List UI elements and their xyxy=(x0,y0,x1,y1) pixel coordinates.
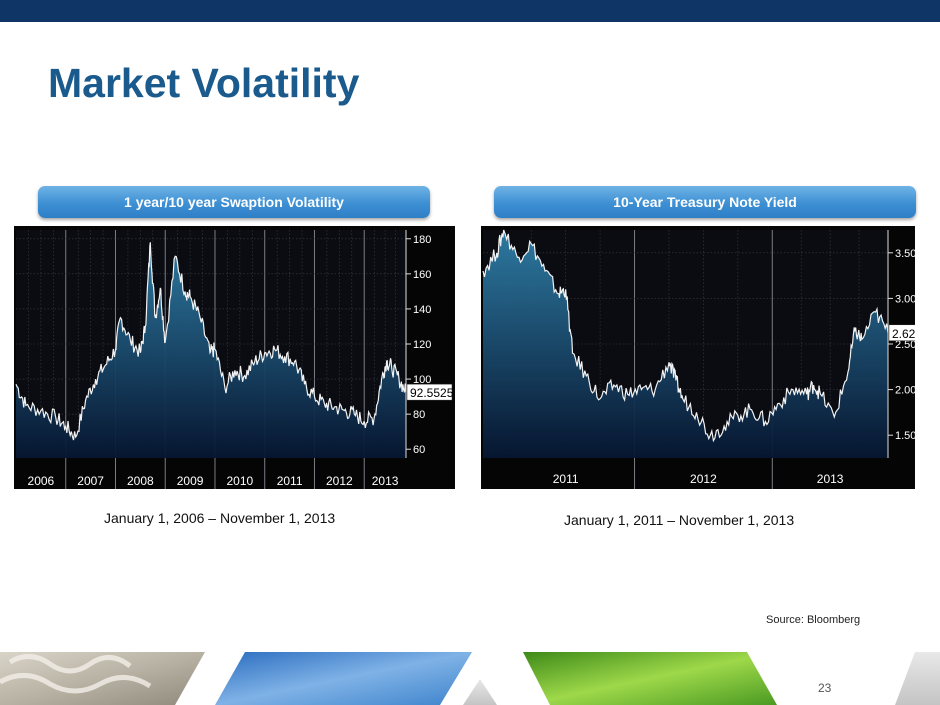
y-tick-label-160: 160 xyxy=(413,269,431,281)
last-value-tag xyxy=(406,383,453,401)
x-tick-label-2013: 2013 xyxy=(372,474,399,488)
y-tick-label-3.500: 3.500 xyxy=(895,248,915,260)
x-tick-label-2013: 2013 xyxy=(817,472,844,486)
series-line xyxy=(15,242,407,441)
x-tick-label-2012: 2012 xyxy=(690,472,717,486)
treasury-date-range: January 1, 2011 – November 1, 2013 xyxy=(564,512,795,528)
x-tick-label-2011: 2011 xyxy=(553,472,579,486)
page-title: Market Volatility xyxy=(48,60,360,106)
swaption-volatility-svg: 2006 2007 2008 2009 2010 2011 2012 2013 60 80 100 1… xyxy=(15,230,454,489)
header-bar xyxy=(0,0,940,22)
x-tick-label-2006: 2006 xyxy=(28,474,55,488)
grey-triangle-left xyxy=(463,679,497,705)
swaption-date-range: January 1, 2006 – November 1, 2013 xyxy=(104,510,336,526)
footer-image-strip xyxy=(0,652,940,705)
last-value-label: 2.623 xyxy=(892,327,915,341)
sky-image xyxy=(215,652,472,705)
treasury-yield-svg: 2011 2012 2013 1.500 2.000 2.500 3.000 3.500 2.6… xyxy=(482,229,915,489)
y-tick-label-60: 60 xyxy=(413,444,425,456)
y-tick-label-140: 140 xyxy=(413,304,431,316)
grey-shape-right xyxy=(895,652,940,705)
swaption-volatility-chart: 2006 2007 2008 2009 2010 2011 2012 2013 60 80 100 1… xyxy=(14,226,455,489)
y-tick-label-2.000: 2.000 xyxy=(895,385,915,397)
series-area xyxy=(483,230,888,458)
y-tick-label-1.500: 1.500 xyxy=(895,430,915,442)
series-line xyxy=(482,229,889,443)
y-tick-label-2.500: 2.500 xyxy=(895,339,915,351)
x-tick-label-2012: 2012 xyxy=(326,474,353,488)
last-value-label: 92.5525 xyxy=(410,386,454,400)
x-tick-label-2009: 2009 xyxy=(177,474,204,488)
y-tick-label-3.000: 3.000 xyxy=(895,293,915,305)
treasury-chart-title: 10-Year Treasury Note Yield xyxy=(494,186,916,218)
y-tick-label-80: 80 xyxy=(413,409,425,421)
leaf-image xyxy=(523,652,777,705)
y-tick-label-180: 180 xyxy=(413,234,431,246)
x-tick-label-2008: 2008 xyxy=(127,474,154,488)
x-tick-label-2011: 2011 xyxy=(277,474,303,488)
y-tick-label-120: 120 xyxy=(413,339,431,351)
source-note: Source: Bloomberg xyxy=(766,614,861,626)
x-tick-label-2010: 2010 xyxy=(227,474,254,488)
last-value-tag xyxy=(888,324,915,342)
treasury-yield-chart: 2011 2012 2013 1.500 2.000 2.500 3.000 3.500 2.6… xyxy=(481,226,915,489)
swaption-chart-title: 1 year/10 year Swaption Volatility xyxy=(38,186,430,218)
x-tick-label-2007: 2007 xyxy=(77,474,104,488)
page-number: 23 xyxy=(818,681,832,695)
y-tick-label-100: 100 xyxy=(413,374,431,386)
